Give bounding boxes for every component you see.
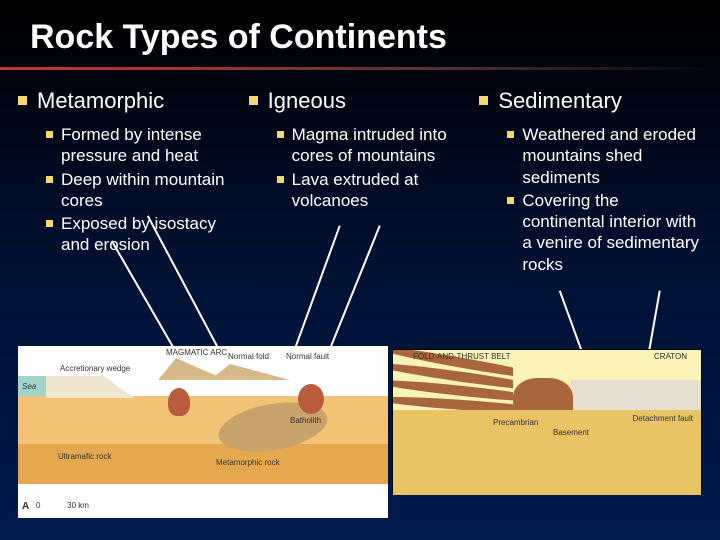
label-precambrian: Precambrian: [493, 418, 538, 427]
label-normal-fold: Normal fold: [228, 352, 269, 361]
ultramafic-region: [18, 444, 388, 484]
diagram-cross-section-left: Sea Accretionary wedge MAGMATIC ARC Norm…: [18, 346, 388, 518]
list-item: Formed by intense pressure and heat: [46, 124, 241, 167]
bullet-icon: [46, 176, 53, 183]
label-fold-belt: FOLD-AND-THRUST BELT: [413, 352, 511, 361]
scale-30: 30 km: [67, 501, 89, 510]
item-text: Covering the continental interior with a…: [522, 190, 702, 275]
heading-metamorphic: Metamorphic: [18, 88, 241, 114]
list-item: Deep within mountain cores: [46, 169, 241, 212]
item-text: Magma intruded into cores of mountains: [292, 124, 472, 167]
item-text: Formed by intense pressure and heat: [61, 124, 241, 167]
label-normal-fault: Normal fault: [286, 352, 329, 361]
scale-bar: 0 30 km: [36, 501, 89, 510]
label-metamorphic: Metamorphic rock: [216, 458, 280, 467]
bullet-icon: [46, 220, 53, 227]
list-item: Exposed by isostacy and erosion: [46, 213, 241, 256]
sublist-sedimentary: Weathered and eroded mountains shed sedi…: [479, 124, 702, 275]
bullet-icon: [479, 96, 488, 105]
list-item: Magma intruded into cores of mountains: [277, 124, 472, 167]
panel-id: A: [22, 501, 29, 512]
content-columns: Metamorphic Formed by intense pressure a…: [0, 88, 720, 277]
label-detachment: Detachment fault: [633, 414, 693, 423]
heading-text: Igneous: [268, 88, 346, 114]
column-sedimentary: Sedimentary Weathered and eroded mountai…: [479, 88, 702, 277]
list-item: Weathered and eroded mountains shed sedi…: [507, 124, 702, 188]
bullet-icon: [277, 176, 284, 183]
bullet-icon: [46, 131, 53, 138]
pluton-shape: [168, 388, 190, 416]
sublist-igneous: Magma intruded into cores of mountains L…: [249, 124, 472, 211]
column-igneous: Igneous Magma intruded into cores of mou…: [249, 88, 472, 277]
heading-igneous: Igneous: [249, 88, 472, 114]
upper-crust-region: [18, 396, 388, 444]
list-item: Lava extruded at volcanoes: [277, 169, 472, 212]
heading-text: Metamorphic: [37, 88, 164, 114]
item-text: Deep within mountain cores: [61, 169, 241, 212]
pluton-shape: [298, 384, 324, 414]
label-wedge: Accretionary wedge: [60, 364, 130, 373]
item-text: Lava extruded at volcanoes: [292, 169, 472, 212]
bullet-icon: [277, 131, 284, 138]
heading-sedimentary: Sedimentary: [479, 88, 702, 114]
craton-region: [571, 380, 701, 410]
sediment-wedge: [513, 378, 573, 410]
label-craton: CRATON: [654, 352, 687, 361]
slide-title: Rock Types of Continents: [0, 0, 720, 67]
diagram-area: Sea Accretionary wedge MAGMATIC ARC Norm…: [18, 346, 702, 518]
label-ultramafic: Ultramafic rock: [58, 452, 111, 461]
heading-text: Sedimentary: [498, 88, 622, 114]
bullet-icon: [18, 96, 27, 105]
label-arc: MAGMATIC ARC: [166, 348, 227, 357]
normal-fault-block: [210, 364, 290, 380]
bullet-icon: [507, 131, 514, 138]
label-sea: Sea: [22, 382, 36, 391]
column-metamorphic: Metamorphic Formed by intense pressure a…: [18, 88, 241, 277]
accent-bar: [0, 67, 720, 70]
label-batholith: Batholith: [290, 416, 321, 425]
scale-0: 0: [36, 501, 40, 510]
accretionary-wedge: [46, 376, 134, 398]
item-text: Weathered and eroded mountains shed sedi…: [522, 124, 702, 188]
list-item: Covering the continental interior with a…: [507, 190, 702, 275]
diagram-cross-section-right: FOLD-AND-THRUST BELT CRATON Precambrian …: [392, 349, 702, 494]
bullet-icon: [507, 197, 514, 204]
bullet-icon: [249, 96, 258, 105]
label-basement: Basement: [553, 428, 589, 437]
sublist-metamorphic: Formed by intense pressure and heat Deep…: [18, 124, 241, 256]
